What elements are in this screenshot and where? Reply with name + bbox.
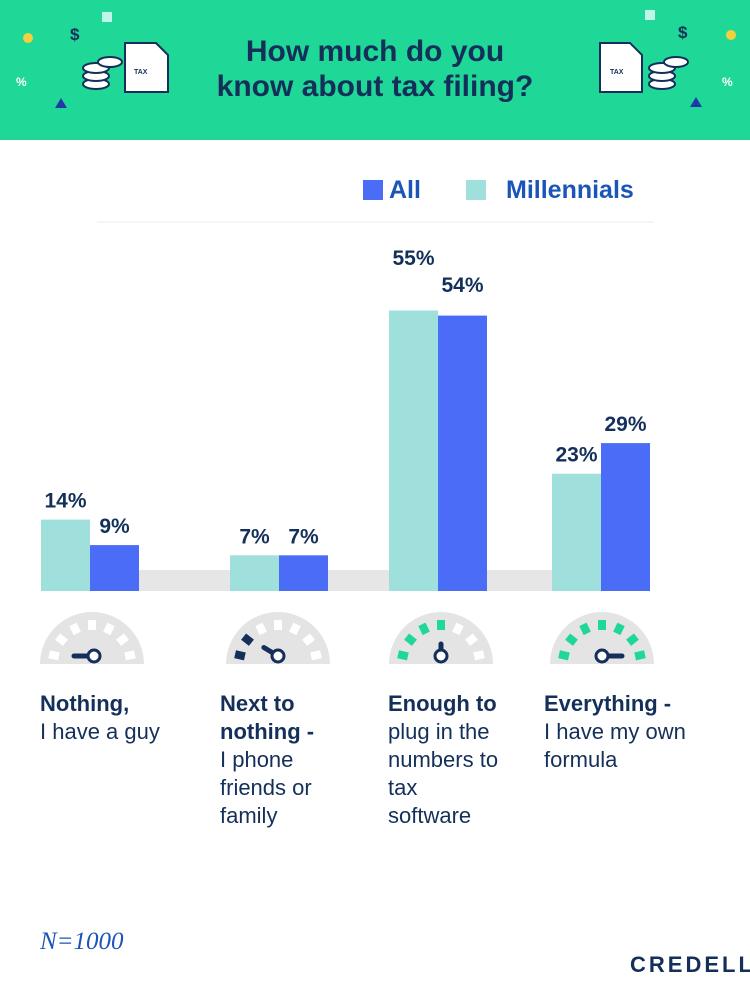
gauge-tick-2-0 [397,650,409,661]
gauge-tick-0-5 [116,633,129,646]
legend-label-millennials: Millennials [506,176,634,204]
gauge-hub-3 [594,648,610,664]
gauge-tick-2-4 [452,622,464,636]
gauge-dial-3 [550,612,654,664]
legend-swatch-all [363,180,383,200]
title-line-2: know about tax filing? [216,70,534,103]
gauge-tick-2-6 [473,650,485,661]
data-label-all-3: 29% [604,413,646,436]
gauge-dial-1 [226,612,330,664]
gauge-tick-3-5 [626,633,639,646]
data-label-millennials-0: 14% [44,490,86,513]
baseline-band [41,570,650,591]
legend-all: All [363,176,421,206]
bar-all-3 [601,443,650,591]
gauge-tick-0-6 [124,650,136,661]
gauge-hub-1 [270,648,286,664]
bar-all-1 [279,555,328,591]
svg-text:TAX: TAX [134,69,148,76]
gauge-tick-2-1 [404,633,417,646]
coin-stack-icon [648,56,689,90]
gauge-tick-1-2 [255,622,267,636]
gauge-tick-3-1 [565,633,578,646]
category-label-enough: Enough to plug in the numbers to tax sof… [388,691,499,828]
tax-document-icon: TAX [599,42,643,93]
gauge-tick-2-5 [465,633,478,646]
bar-millennials-3 [552,473,601,591]
gauge-tick-0-2 [69,622,81,636]
data-label-millennials-2: 55% [392,247,434,270]
gauge-dial-2 [389,612,493,664]
header-decorations: $ % TAX $ % TAX [16,10,736,108]
coin-stack-icon [82,56,123,90]
gauge-tick-3-6 [634,650,646,661]
gauge-dial-0 [40,612,144,664]
gauge-tick-0-1 [55,633,68,646]
sample-size: N=1000 [40,928,124,955]
bar-millennials-2 [389,310,438,591]
gauge-tick-1-5 [302,633,315,646]
legend-swatch-millennials [466,180,486,200]
legend-label-all: All [389,176,421,204]
gauge-tick-3-2 [579,622,591,636]
gauge-tick-3-0 [558,650,570,661]
triangle-icon [690,97,702,107]
mint-square-icon [102,12,112,22]
gauge-hub-0 [86,648,102,664]
yellow-dot-icon [23,33,33,43]
gauge-tick-1-4 [289,622,301,636]
percent-icon: % [722,75,733,89]
triangle-icon [55,98,67,108]
percent-icon: % [16,75,27,89]
mint-square-icon [645,10,655,20]
data-label-all-1: 7% [288,525,319,548]
bar-millennials-0 [41,519,90,591]
gauge-tick-1-0 [234,650,246,661]
gauge-hub-2 [433,648,449,664]
category-label-next-to-nothing: Next to nothing -I phone friends or fami… [220,691,315,828]
data-label-all-2: 54% [441,274,483,297]
brand-logo: CREDELLO [630,952,750,977]
category-label-everything: Everything -I have my own formula [544,691,686,772]
yellow-dot-icon [726,30,736,40]
bar-all-2 [438,315,487,591]
legend-millennials: Millennials [466,176,634,206]
gauge-tick-0-0 [48,650,60,661]
svg-text:TAX: TAX [610,69,624,76]
gauge-tick-1-1 [241,633,254,646]
dollar-icon: $ [70,25,80,44]
data-label-millennials-3: 23% [555,444,597,467]
gauge-tick-0-4 [103,622,115,636]
category-label-nothing: Nothing, I have a guy [40,691,160,744]
bar-millennials-1 [230,555,279,591]
gauge-tick-1-6 [310,650,322,661]
title-line-1: How much do you [245,35,505,68]
gauge-tick-3-4 [613,622,625,636]
page-title: How much do you know about tax filing? [0,34,750,104]
dollar-icon: $ [678,23,688,42]
gauge-tick-2-2 [418,622,430,636]
data-label-millennials-1: 7% [239,525,270,548]
bar-chart: 14% 7% 55% 23% 9% 7% 54% 29% [40,221,654,664]
tax-document-icon: TAX [124,42,169,93]
bar-all-0 [90,545,139,591]
data-label-all-0: 9% [99,515,130,538]
